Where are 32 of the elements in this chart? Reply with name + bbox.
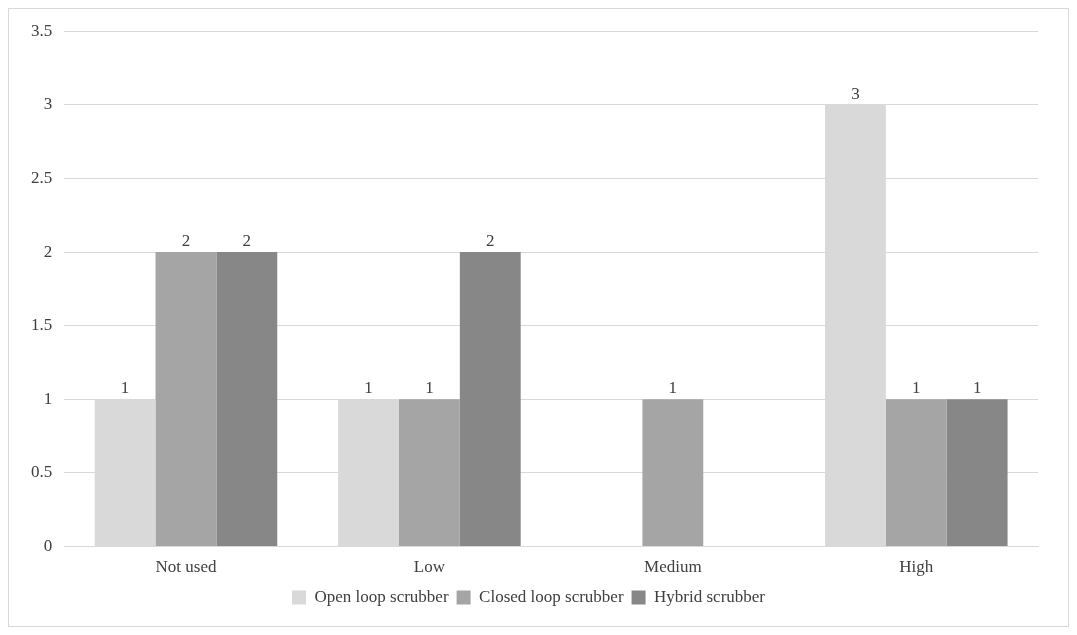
bar [459, 252, 521, 547]
data-label: 2 [181, 231, 191, 251]
legend-label: Open loop scrubber [314, 586, 449, 606]
y-tick-label: 0.5 [31, 462, 53, 482]
y-tick-label: 2.5 [31, 167, 53, 187]
data-label: 1 [425, 378, 434, 398]
data-label: 1 [912, 378, 921, 398]
y-tick-label: 1 [43, 388, 53, 408]
y-tick-label: 2 [43, 241, 53, 261]
data-label: 1 [364, 378, 373, 398]
bar [642, 399, 704, 547]
legend-label: Closed loop scrubber [479, 586, 624, 606]
x-tick-label: Low [413, 557, 446, 577]
data-label: 3 [851, 83, 860, 103]
y-tick-label: 3.5 [31, 20, 53, 40]
bar [885, 399, 947, 547]
y-tick-label: 3 [43, 94, 53, 114]
x-tick-label: Medium [644, 557, 702, 577]
bar [155, 252, 217, 547]
y-tick-label: 0 [43, 536, 53, 556]
data-label: 2 [242, 231, 252, 251]
bar [216, 252, 278, 547]
x-tick-label: Not used [155, 557, 217, 577]
data-label: 1 [120, 378, 130, 398]
data-label: 2 [486, 231, 495, 251]
data-label: 1 [668, 378, 678, 398]
bar [946, 399, 1008, 547]
legend-label: Hybrid scrubber [654, 586, 766, 606]
x-tick-label: High [899, 557, 934, 577]
data-label: 1 [972, 378, 982, 398]
bar [398, 399, 460, 547]
y-tick-label: 1.5 [31, 315, 53, 335]
